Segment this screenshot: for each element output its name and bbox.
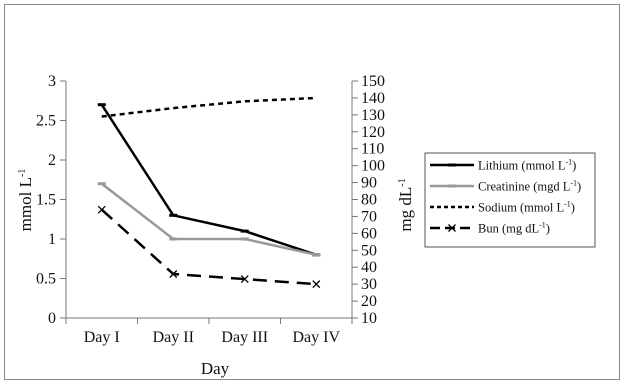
legend-label-text: Bun (mg dL xyxy=(478,222,539,236)
series-line xyxy=(101,96,317,118)
x-tick-label: Day I xyxy=(84,329,120,346)
y-axis-left-title-sup: -1 xyxy=(17,169,28,177)
legend-item: Lithium (mmol L-1) xyxy=(430,158,576,173)
y-axis-right-title-text: mg dL xyxy=(396,187,415,232)
y-right-tick-label: 140 xyxy=(361,90,385,107)
data-point-marker xyxy=(240,275,249,284)
y-right-tick-label: 80 xyxy=(361,192,377,209)
y-axis-left-title: mmol L-1 xyxy=(16,169,35,232)
x-tick-label: Day IV xyxy=(292,329,340,346)
legend-label-text: Creatinine (mgd L xyxy=(478,180,570,194)
y-axis-left-title-text: mmol L xyxy=(16,177,35,231)
y-right-tick-label: 50 xyxy=(361,242,377,259)
y-right-tick-label: 150 xyxy=(361,73,385,90)
y-left-tick-label: 2 xyxy=(48,152,56,169)
series-1 xyxy=(97,103,321,257)
y-right-tick-label: 60 xyxy=(361,225,377,242)
data-point-marker xyxy=(169,270,178,278)
y-right-tick-label: 110 xyxy=(361,141,384,158)
y-right-tick-label: 100 xyxy=(361,158,385,175)
y-axis-right-title-sup: -1 xyxy=(397,178,408,186)
series-line xyxy=(100,182,317,257)
y-right-tick-label: 30 xyxy=(361,276,377,293)
y-left-tick-label: 3 xyxy=(48,73,56,90)
axes: 0 0.5 1 1.5 2 2.5 3 102030405060708090100110120… xyxy=(36,73,385,346)
series-3 xyxy=(101,96,317,118)
x-tick-label: Day III xyxy=(221,329,268,346)
y-left-tick-label: 1 xyxy=(48,231,56,248)
y-right-tick-label: 120 xyxy=(361,124,385,141)
data-point-marker xyxy=(97,205,106,214)
legend-item: Creatinine (mgd L-1) xyxy=(430,179,581,194)
series-4 xyxy=(97,205,321,289)
y-right-tick-label: 40 xyxy=(361,259,377,276)
legend-label-suffix: ) xyxy=(577,180,581,194)
legend: Lithium (mmol L-1)Creatinine (mgd L-1)So… xyxy=(424,152,596,248)
legend-label-sup: -1 xyxy=(566,158,573,167)
y-left-tick-label: 0 xyxy=(48,310,56,327)
legend-label: Sodium (mmol L-1) xyxy=(478,200,575,215)
y-right-tick-label: 20 xyxy=(361,293,377,310)
series-layer xyxy=(97,96,321,289)
legend-label-suffix: ) xyxy=(572,159,576,173)
legend-label-sup: -1 xyxy=(570,179,577,188)
x-tick-label: Day II xyxy=(153,329,194,346)
legend-item: Sodium (mmol L-1) xyxy=(430,200,575,215)
y-left-tick-label: 0.5 xyxy=(36,271,56,288)
data-point-marker xyxy=(312,280,321,289)
y-right-tick-label: 90 xyxy=(361,175,377,192)
legend-label-sup: -1 xyxy=(564,200,571,209)
legend-label: Creatinine (mgd L-1) xyxy=(478,179,581,194)
series-line xyxy=(100,208,317,286)
y-axis-right-title: mg dL-1 xyxy=(396,178,415,231)
legend-label-text: Sodium (mmol L xyxy=(478,201,564,215)
series-2 xyxy=(97,182,321,257)
legend-label-suffix: ) xyxy=(571,201,575,215)
series-line xyxy=(100,104,317,256)
y-left-tick-label: 2.5 xyxy=(36,113,56,130)
legend-item: Bun (mg dL-1) xyxy=(430,221,550,236)
y-right-tick-label: 10 xyxy=(361,310,377,327)
data-point-marker xyxy=(448,224,456,232)
legend-label-suffix: ) xyxy=(546,222,550,236)
legend-label: Lithium (mmol L-1) xyxy=(478,158,576,173)
y-right-tick-label: 130 xyxy=(361,107,385,124)
y-left-tick-label: 1.5 xyxy=(36,192,56,209)
y-right-tick-label: 70 xyxy=(361,208,377,225)
legend-label: Bun (mg dL-1) xyxy=(478,221,550,236)
legend-box xyxy=(424,152,596,248)
legend-label-text: Lithium (mmol L xyxy=(478,159,566,173)
legend-label-sup: -1 xyxy=(539,221,546,230)
x-axis-title: Day xyxy=(201,359,230,378)
